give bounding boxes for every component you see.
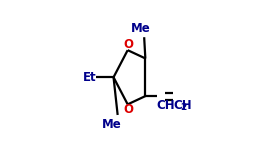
Text: Me: Me	[131, 22, 150, 35]
Text: CH: CH	[173, 99, 192, 112]
Text: CH: CH	[157, 99, 175, 112]
Text: O: O	[123, 38, 133, 51]
Text: O: O	[123, 103, 133, 116]
Text: Et: Et	[83, 71, 97, 84]
Text: Me: Me	[102, 118, 122, 131]
Text: 2: 2	[181, 103, 187, 112]
